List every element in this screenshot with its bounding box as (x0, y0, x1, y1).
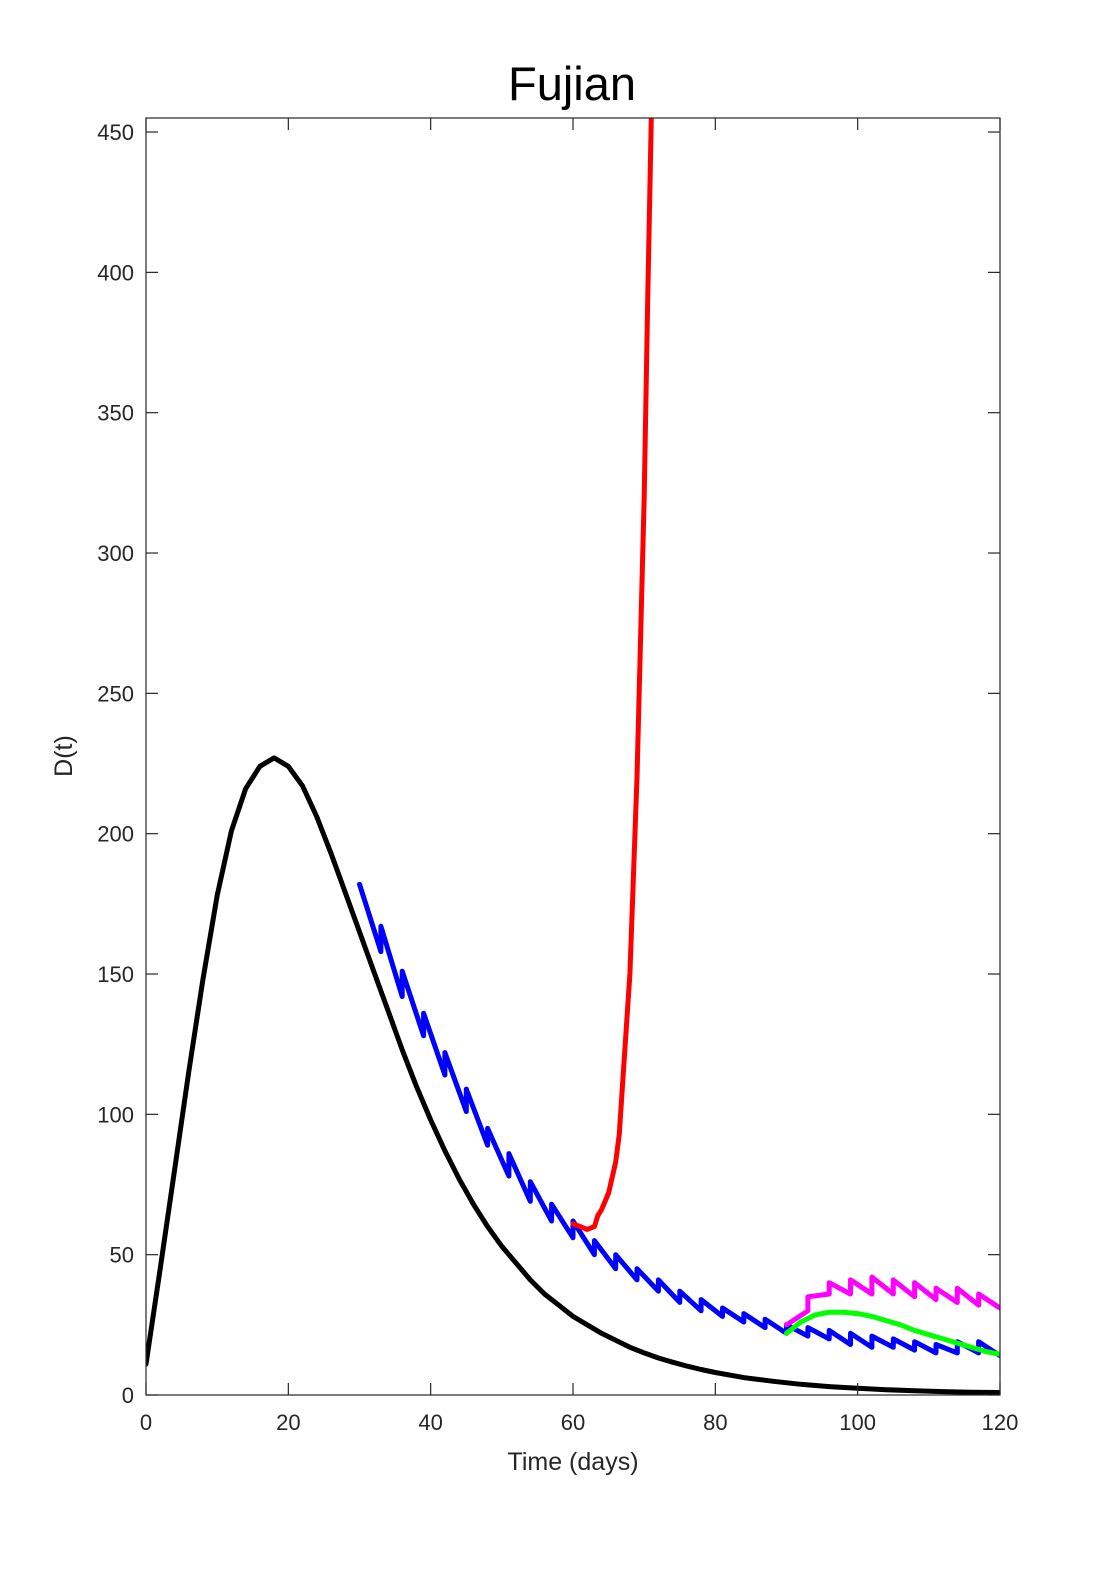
y-tick-label-50: 50 (110, 1243, 134, 1268)
y-tick-label-200: 200 (97, 822, 134, 847)
x-tick-label-120: 120 (982, 1410, 1019, 1435)
y-axis-label: D(t) (50, 735, 78, 777)
chart-title: Fujian (508, 57, 636, 110)
y-tick-label-100: 100 (97, 1102, 134, 1127)
x-tick-label-40: 40 (418, 1410, 442, 1435)
series-layer (146, 118, 1000, 1395)
y-tick-label-300: 300 (97, 541, 134, 566)
x-axis-label: Time (days) (507, 1448, 638, 1476)
series-line-3 (570, 118, 654, 1232)
series-line-4 (784, 1274, 1000, 1328)
series-line-5 (784, 1309, 1000, 1357)
series-line-2 (357, 881, 1000, 1359)
x-tick-label-20: 20 (276, 1410, 300, 1435)
x-tick-label-80: 80 (703, 1410, 727, 1435)
y-tick-label-400: 400 (97, 260, 134, 285)
series-line-1 (146, 755, 1000, 1395)
x-tick-label-60: 60 (561, 1410, 585, 1435)
x-tick-label-100: 100 (839, 1410, 876, 1435)
y-tick-label-150: 150 (97, 962, 134, 987)
y-tick-label-0: 0 (122, 1383, 134, 1408)
ticks-layer: 0 20 40 60 80 100 120 0 50 100 150 200 250 300 350 400 4… (97, 118, 1018, 1435)
x-tick-label-0: 0 (140, 1410, 152, 1435)
y-tick-label-450: 450 (97, 120, 134, 145)
y-tick-label-250: 250 (97, 681, 134, 706)
y-tick-label-350: 350 (97, 401, 134, 426)
